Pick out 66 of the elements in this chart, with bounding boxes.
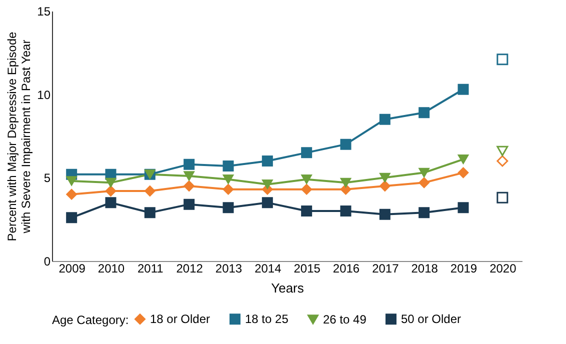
point [458,167,469,178]
point [379,172,390,182]
point [340,206,352,216]
point [418,168,430,178]
x-tick-label: 2015 [294,262,321,276]
y-tick-label: 0 [44,254,51,268]
x-tick-label: 2016 [332,262,360,276]
point [105,178,116,188]
point [496,155,508,167]
x-axis-title: Years [271,280,304,296]
point [458,202,469,214]
x-tick-label: 2017 [372,262,400,276]
legend-label: 50 or Older [401,312,462,326]
point [222,174,234,184]
point [496,146,508,156]
point [496,192,508,204]
x-tick-label: 2013 [215,262,242,276]
point [418,107,430,118]
point [301,147,312,158]
point [105,197,116,208]
y-tick-label: 10 [37,88,51,102]
point [458,84,469,95]
point [184,158,195,170]
point [379,114,390,125]
point [66,188,78,200]
point [340,178,352,188]
point [184,180,195,192]
point [184,171,195,181]
y-tick-label: 15 [37,4,51,18]
x-tick-label: 2011 [138,262,164,276]
point [301,174,312,184]
point [301,184,312,195]
point [301,206,312,216]
point [144,207,156,218]
point [458,154,469,164]
point [222,160,234,172]
point [184,198,195,210]
x-tick-label: 2014 [254,262,282,276]
x-tick-label: 2019 [450,262,478,276]
point [340,184,352,195]
legend-label: 18 or Older [150,312,210,326]
point [262,180,273,190]
legend-label: 18 to 25 [245,312,289,326]
legend-title: Age Category: [52,313,129,327]
x-tick-label: 2010 [98,262,125,276]
x-tick-label: 2018 [411,262,438,276]
x-tick-label: 2020 [490,262,517,276]
point [496,54,508,66]
y-tick-label: 5 [44,171,51,186]
point [418,207,430,218]
point [379,180,390,192]
x-tick-label: 2012 [176,262,204,276]
point [222,202,234,214]
point [222,184,234,195]
point [144,186,156,196]
x-tick-label: 2009 [58,262,86,276]
point [66,212,78,224]
point [418,177,430,188]
point [105,186,116,196]
point [66,176,78,186]
legend-label: 26 to 49 [323,312,367,326]
point [262,156,273,166]
point [340,138,352,150]
y-axis-title: Percent with Major Depressive Episode with Severe Impairment in Past Year [5,31,34,242]
point [262,197,273,208]
point [379,208,390,220]
